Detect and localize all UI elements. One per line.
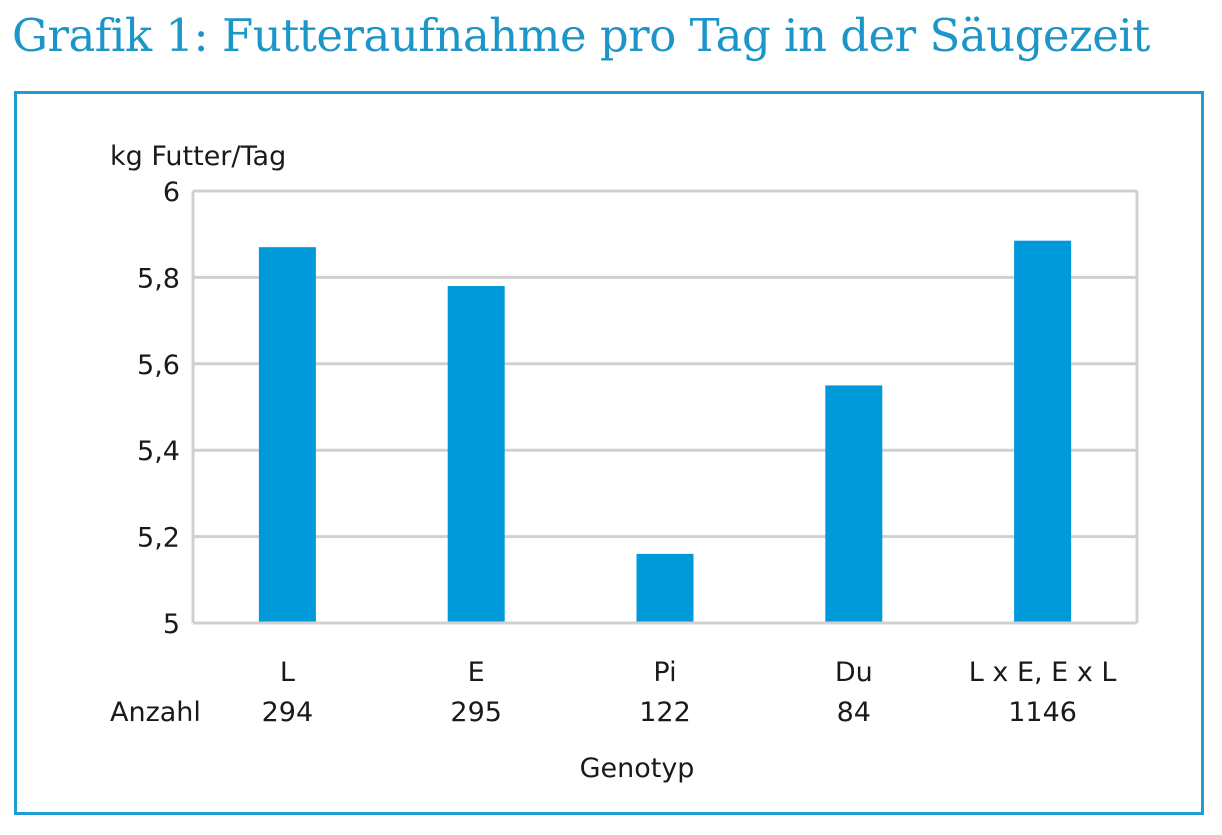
x-axis-label: Genotyp [580,753,695,784]
y-tick-label: 5 [163,609,180,640]
count-row-label: Anzahl [110,697,201,728]
label-layer: 5 5,2 5,4 5,6 5,8 6 L 294 E 295 Pi 122 Du 84 L x E, E … [137,177,1116,728]
x-tick-label: Pi [653,657,676,688]
y-tick-label: 5,4 [137,436,180,467]
bar-layer [258,240,1072,622]
bar [636,553,694,622]
bar [258,247,316,622]
bar [1014,240,1072,622]
count-value: 122 [639,697,691,728]
y-tick-label: 5,8 [137,263,180,294]
y-axis-label: kg Futter/Tag [110,141,286,172]
x-tick-label: L x E, E x L [969,657,1117,688]
count-value: 294 [262,697,314,728]
y-tick-label: 5,2 [137,523,180,554]
count-value: 84 [837,697,871,728]
bar [447,286,505,622]
count-value: 295 [450,697,502,728]
y-tick-label: 6 [163,177,180,208]
x-tick-label: L [280,657,295,688]
x-tick-label: E [468,657,485,688]
chart-frame [14,91,1204,815]
grid-layer [191,189,1139,625]
count-value: 1146 [1008,697,1077,728]
bar [825,385,883,622]
y-tick-label: 5,6 [137,350,180,381]
x-tick-label: Du [835,657,873,688]
chart-heading: Grafik 1: Futteraufnahme pro Tag in der … [12,9,1150,62]
